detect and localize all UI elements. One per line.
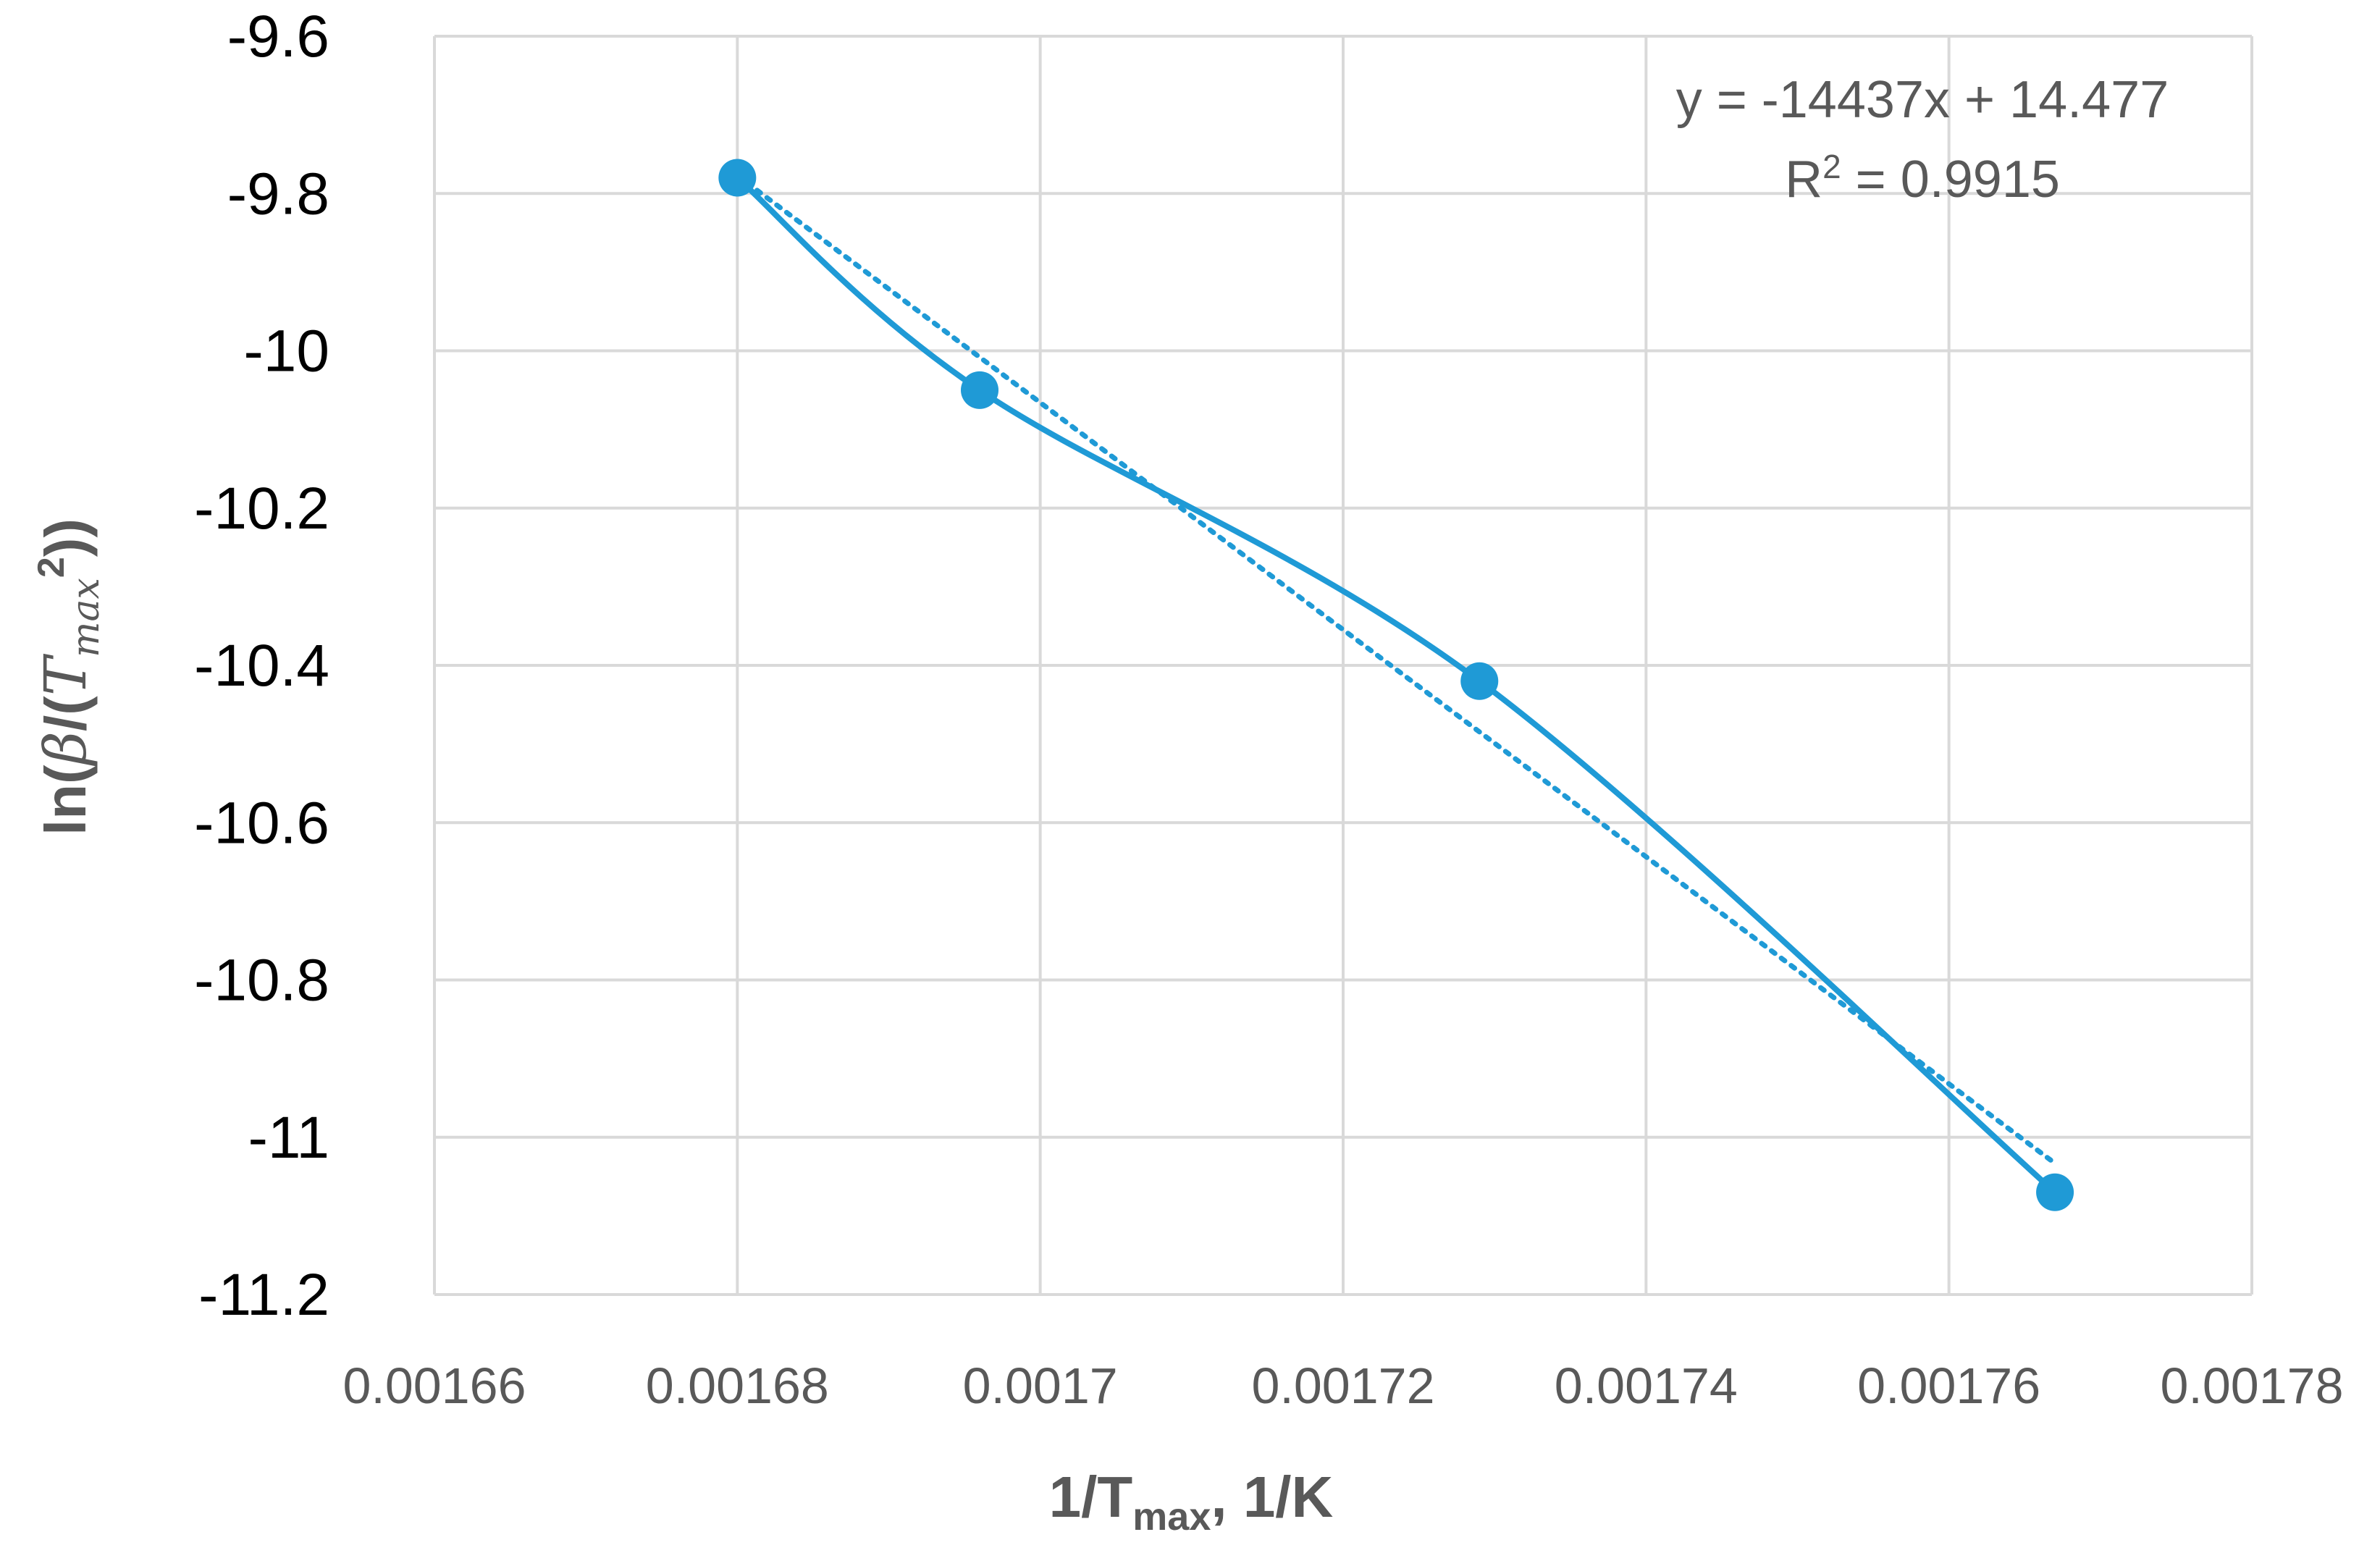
data-point-3 xyxy=(2036,1173,2074,1211)
y-tick-label: -9.6 xyxy=(227,4,329,70)
y-tick-label: -11 xyxy=(248,1105,329,1171)
gridlines xyxy=(433,35,2253,1296)
r-squared-label: R2 = 0.9915 xyxy=(1785,148,2060,209)
y-tick-label: -10.4 xyxy=(194,633,329,699)
x-tick-label: 0.00168 xyxy=(646,1358,829,1414)
x-tick-labels: 0.00166 0.00168 0.0017 0.00172 0.00174 0.0017… xyxy=(342,1358,2343,1414)
data-point-1 xyxy=(961,371,998,409)
y-tick-label: -10.8 xyxy=(194,948,329,1014)
data-point-2 xyxy=(1460,662,1499,700)
y-tick-label: -11.2 xyxy=(198,1262,329,1328)
y-tick-labels: -9.6 -9.8 -10 -10.2 -10.4 -10.6 -10.8 -11 -11.2 xyxy=(194,4,329,1328)
x-axis-title: 1/Tmax, 1/K xyxy=(1049,1465,1334,1539)
x-tick-label: 0.00174 xyxy=(1555,1358,1738,1414)
x-tick-label: 0.00172 xyxy=(1251,1358,1434,1414)
y-tick-label: -10.6 xyxy=(194,790,329,856)
data-point-0 xyxy=(718,159,757,197)
trendline-layer xyxy=(734,172,2058,1166)
linear-trendline xyxy=(734,172,2058,1166)
y-axis-title: ln(β/(Tmax2)) xyxy=(30,518,108,836)
x-tick-label: 0.00178 xyxy=(2160,1358,2343,1414)
series-line xyxy=(734,174,2059,1195)
y-tick-label: -10 xyxy=(243,319,329,384)
x-tick-label: 0.0017 xyxy=(963,1358,1118,1414)
trendline-equation: y = -14437x + 14.477 xyxy=(1676,71,2169,129)
x-tick-label: 0.00166 xyxy=(342,1358,526,1414)
x-tick-label: 0.00176 xyxy=(1857,1358,2040,1414)
y-tick-label: -10.2 xyxy=(194,476,329,542)
series-layer xyxy=(718,159,2074,1211)
y-tick-label: -9.8 xyxy=(227,161,329,227)
